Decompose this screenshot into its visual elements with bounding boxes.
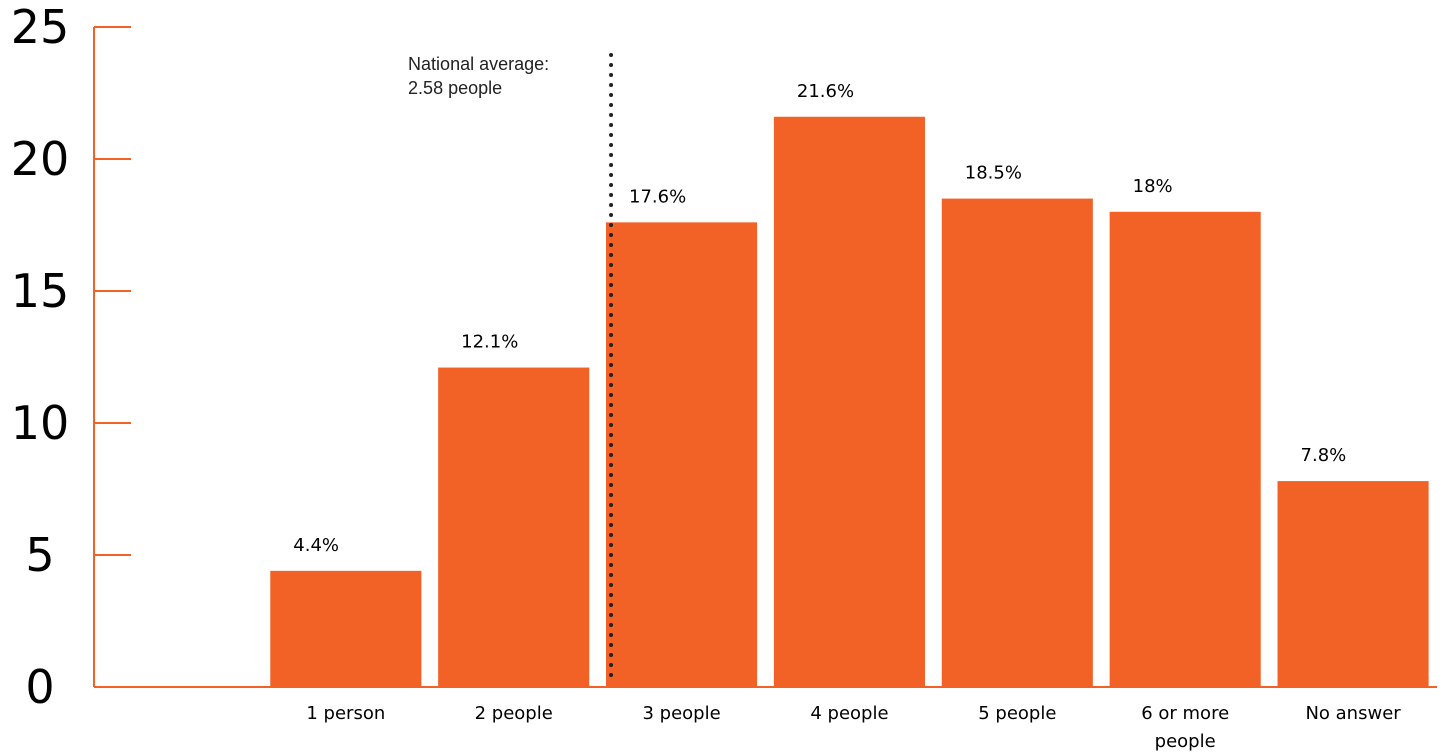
- y-tick-label: 25: [11, 0, 70, 54]
- data-label: 18%: [1133, 176, 1173, 197]
- data-label: 18.5%: [965, 163, 1022, 184]
- data-label: 17.6%: [629, 186, 686, 207]
- data-label: 12.1%: [461, 332, 518, 353]
- y-tick-label: 10: [11, 396, 70, 450]
- bar: [941, 198, 1093, 687]
- x-tick-label: 1 person: [306, 703, 385, 724]
- data-label: 21.6%: [797, 81, 854, 102]
- bar: [1109, 211, 1261, 688]
- data-label: 7.8%: [1301, 445, 1347, 466]
- bar: [773, 116, 925, 687]
- y-tick-label: 20: [11, 132, 70, 186]
- x-tick-label: No answer: [1305, 703, 1401, 724]
- x-tick-label: 5 people: [978, 703, 1056, 724]
- x-axis: 1 person 2 people 3 people 4 people 5 people…: [94, 686, 1437, 752]
- y-axis: 0 5 10 15 20 25: [11, 0, 131, 714]
- national-average-reference: National average: 2.58 people: [408, 53, 614, 684]
- x-tick-label: 3 people: [642, 703, 720, 724]
- x-tick-label: 6 or more people: [1141, 703, 1229, 752]
- bar: [438, 367, 590, 687]
- data-labels: 4.4% 12.1% 17.6% 21.6% 18.5% 18% 7.8%: [293, 81, 1346, 556]
- y-tick-label: 5: [25, 528, 54, 582]
- bar: [1277, 481, 1429, 687]
- data-label: 4.4%: [293, 535, 339, 556]
- x-tick-label: 2 people: [475, 703, 553, 724]
- bar: [270, 570, 422, 687]
- reference-label: National average: 2.58 people: [408, 54, 549, 98]
- bars: [270, 116, 1429, 688]
- bar: [606, 222, 758, 688]
- x-tick-label: 4 people: [810, 703, 888, 724]
- y-tick-label: 0: [25, 660, 54, 714]
- y-tick-label: 15: [11, 264, 70, 318]
